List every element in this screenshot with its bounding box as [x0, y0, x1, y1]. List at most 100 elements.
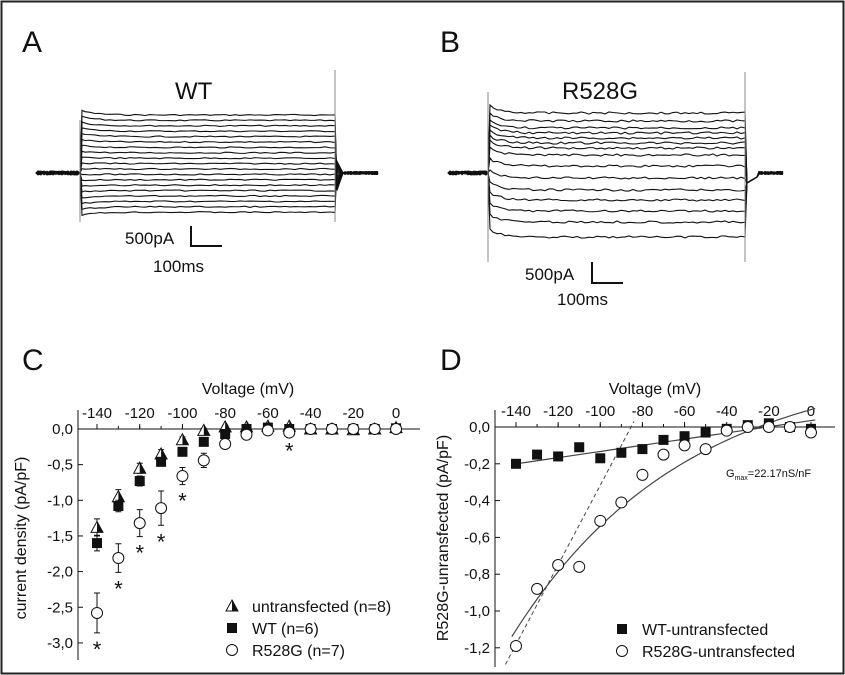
legend-marker-fill — [232, 600, 238, 611]
data-point — [553, 451, 564, 462]
x-tick-label: -20 — [342, 405, 364, 422]
data-point — [700, 427, 711, 438]
x-tick-label: 0 — [392, 405, 400, 422]
current-trace — [447, 145, 784, 184]
panel-d-xlabel: Voltage (mV) — [609, 381, 701, 398]
data-point — [91, 606, 103, 619]
panel-b-scale-bar — [591, 262, 623, 284]
current-trace — [447, 170, 784, 202]
current-trace — [35, 109, 379, 191]
data-point-fill — [139, 462, 146, 474]
y-tick-label: -1,5 — [47, 528, 73, 545]
data-point — [325, 423, 338, 435]
legend-marker — [226, 644, 238, 656]
data-point — [219, 437, 232, 450]
panel-c-ylabel: current density (pA/pF) — [13, 457, 30, 620]
y-tick-label: -0,6 — [464, 529, 490, 546]
current-trace — [35, 170, 379, 176]
y-tick-label: -0,2 — [464, 456, 490, 473]
data-point — [804, 426, 817, 439]
gmax-slope-line — [505, 421, 635, 665]
legend-marker — [227, 623, 237, 633]
legend-marker — [616, 645, 628, 657]
current-trace — [447, 170, 784, 224]
data-point-fill — [161, 447, 168, 459]
gmax-subscript: max — [735, 475, 749, 482]
data-point — [616, 447, 627, 458]
panel-a-scale-time: 100ms — [153, 257, 204, 276]
gmax-value: =22.17nS/nF — [748, 468, 812, 480]
significance-star: * — [178, 489, 187, 514]
data-point — [720, 424, 733, 437]
panel-a-title: WT — [175, 78, 213, 105]
panel-c-xlabel: Voltage (mV) — [202, 381, 294, 398]
panel-a-scale-current: 500pA — [125, 229, 175, 248]
y-tick-label: -1,2 — [464, 640, 490, 657]
panel-c-chart: -140 -120 -100 -80 -60 -40 -20 0 0,0 -0,5 -1,0 -1,5… — [47, 405, 420, 662]
data-point — [113, 501, 124, 512]
y-tick-label: -1,0 — [47, 492, 73, 509]
y-tick-label: -2,0 — [47, 564, 73, 581]
significance-star: * — [285, 439, 294, 464]
x-tick-label: -40 — [716, 403, 738, 420]
current-trace — [447, 138, 784, 184]
panel-a-scale-bar — [190, 226, 222, 247]
data-point — [594, 514, 607, 527]
data-point — [511, 458, 521, 469]
current-trace — [35, 164, 379, 199]
data-point — [390, 423, 403, 435]
data-point-fill — [182, 433, 189, 445]
x-tick-label: -100 — [585, 403, 615, 420]
data-point — [679, 431, 690, 442]
data-point — [532, 449, 543, 460]
data-point — [368, 423, 381, 435]
x-tick-label: -80 — [214, 405, 236, 422]
data-point — [347, 423, 360, 435]
panel-d-ylabel: R528G-unransfected (pA/pF) — [435, 435, 452, 641]
panel-c-letter: C — [22, 344, 44, 377]
legend-label: WT (n=6) — [252, 621, 319, 638]
y-tick-label: -0,8 — [464, 566, 490, 583]
x-tick-label: -20 — [758, 403, 780, 420]
data-point — [220, 428, 231, 439]
data-point — [552, 559, 565, 571]
x-tick-label: -120 — [125, 405, 155, 422]
panel-b-traces — [447, 72, 784, 262]
data-point — [615, 496, 628, 509]
data-point — [133, 517, 146, 530]
data-point — [783, 421, 796, 433]
data-point — [92, 538, 102, 549]
panel-a-traces — [35, 70, 379, 222]
data-point — [699, 443, 712, 456]
data-point — [304, 423, 317, 435]
legend-label: untransfected (n=8) — [252, 599, 391, 616]
current-trace — [447, 133, 784, 184]
data-point — [637, 444, 648, 455]
current-trace — [447, 124, 784, 184]
panel-a-letter: A — [22, 26, 42, 59]
data-point-fill — [203, 424, 210, 436]
data-point — [261, 424, 274, 437]
y-tick-label: -0,5 — [47, 457, 73, 474]
data-point — [177, 446, 188, 457]
panel-b-title: R528G — [562, 78, 638, 105]
data-point — [283, 426, 296, 439]
current-trace — [447, 103, 784, 184]
y-tick-label: 0,0 — [469, 419, 490, 436]
data-point-fill — [97, 521, 103, 533]
x-tick-label: -140 — [501, 403, 531, 420]
data-point — [595, 453, 606, 464]
x-tick-label: -60 — [257, 405, 279, 422]
y-tick-label: -1,0 — [464, 603, 490, 620]
x-tick-label: -60 — [674, 403, 696, 420]
data-point — [574, 442, 585, 453]
data-point — [510, 639, 522, 652]
panel-d-gmax-annotation: Gmax=22.17nS/nF — [726, 468, 811, 482]
panel-d-letter: D — [440, 344, 462, 377]
data-point — [240, 428, 253, 441]
panel-b-letter: B — [440, 26, 460, 59]
data-point — [134, 476, 145, 487]
legend-label: WT-untransfected — [642, 622, 768, 639]
